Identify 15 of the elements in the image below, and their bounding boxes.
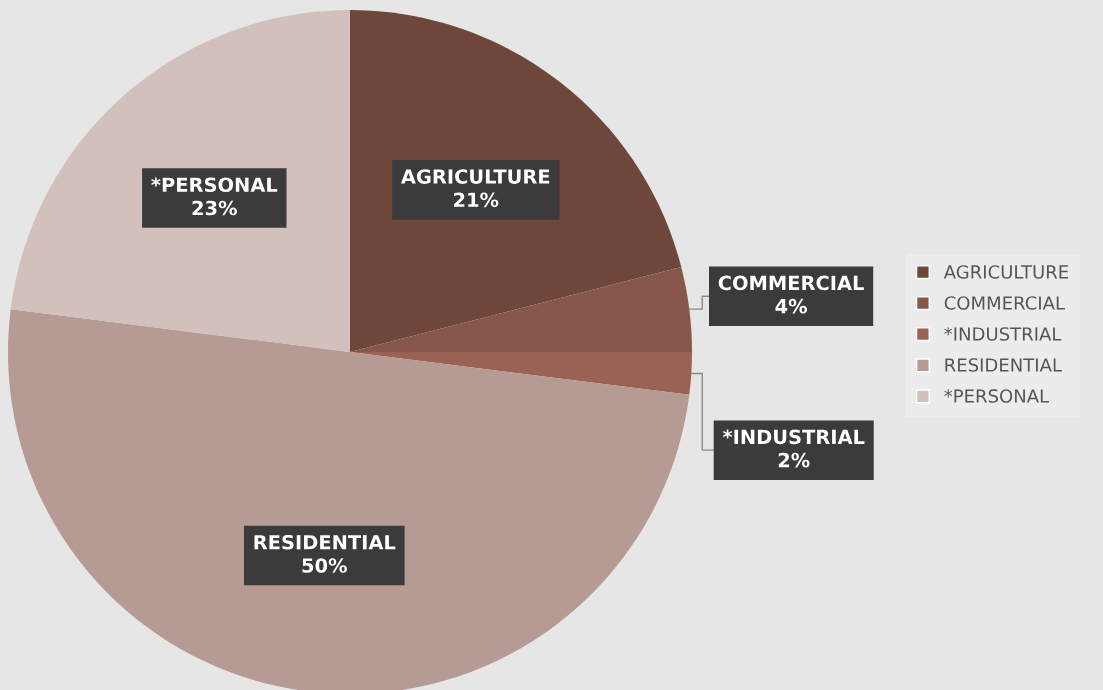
data-label: 21% xyxy=(454,192,499,208)
slice-label: AGRICULTURE xyxy=(400,169,550,184)
slice-label: *PERSONAL xyxy=(151,177,278,193)
data-label: 4% xyxy=(775,298,807,314)
data-label: 23% xyxy=(192,200,237,216)
slice-label: *INDUSTRIAL xyxy=(722,429,865,445)
data-label: 2% xyxy=(778,452,810,468)
legend-label: *INDUSTRIAL xyxy=(944,327,1062,341)
slice-label: RESIDENTIAL xyxy=(254,534,396,550)
data-label: 50% xyxy=(302,558,347,573)
legend-label: *PERSONAL xyxy=(944,389,1050,403)
legend-label: COMMERCIAL xyxy=(944,296,1065,310)
legend-label: AGRICULTURE xyxy=(943,265,1069,279)
legend-label: RESIDENTIAL xyxy=(945,358,1062,372)
slice-label: COMMERCIAL xyxy=(718,275,864,291)
